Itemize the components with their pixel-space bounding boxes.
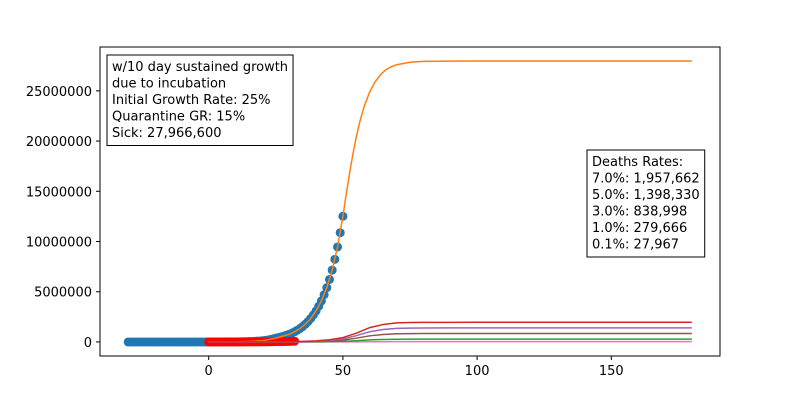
annotation-line: Quarantine GR: 15% xyxy=(112,110,245,125)
annotation-line: Sick: 27,966,600 xyxy=(112,126,221,141)
annotation-line: Initial Growth Rate: 25% xyxy=(112,93,271,108)
deaths-line: 0.1%: 27,967 xyxy=(592,238,679,253)
x-tick-label: 150 xyxy=(599,364,624,379)
deaths-line: 1.0%: 279,666 xyxy=(592,221,687,236)
deaths-line: 5.0%: 1,398,330 xyxy=(592,188,700,203)
y-tick-label: 20000000 xyxy=(26,135,92,150)
x-tick-label: 0 xyxy=(205,364,213,379)
deaths-line: 3.0%: 838,998 xyxy=(592,205,687,220)
y-tick-label: 0 xyxy=(84,336,92,351)
y-tick-label: 15000000 xyxy=(26,185,92,200)
x-tick-label: 50 xyxy=(335,364,352,379)
y-tick-label: 5000000 xyxy=(34,286,92,301)
deaths-line: Deaths Rates: xyxy=(592,155,683,170)
annotation-line: due to incubation xyxy=(112,77,226,92)
annotation-line: w/10 day sustained growth xyxy=(112,60,288,75)
y-tick-label: 25000000 xyxy=(26,85,92,100)
x-tick-label: 100 xyxy=(465,364,490,379)
deaths-line: 7.0%: 1,957,662 xyxy=(592,172,700,187)
y-tick-label: 10000000 xyxy=(26,236,92,251)
